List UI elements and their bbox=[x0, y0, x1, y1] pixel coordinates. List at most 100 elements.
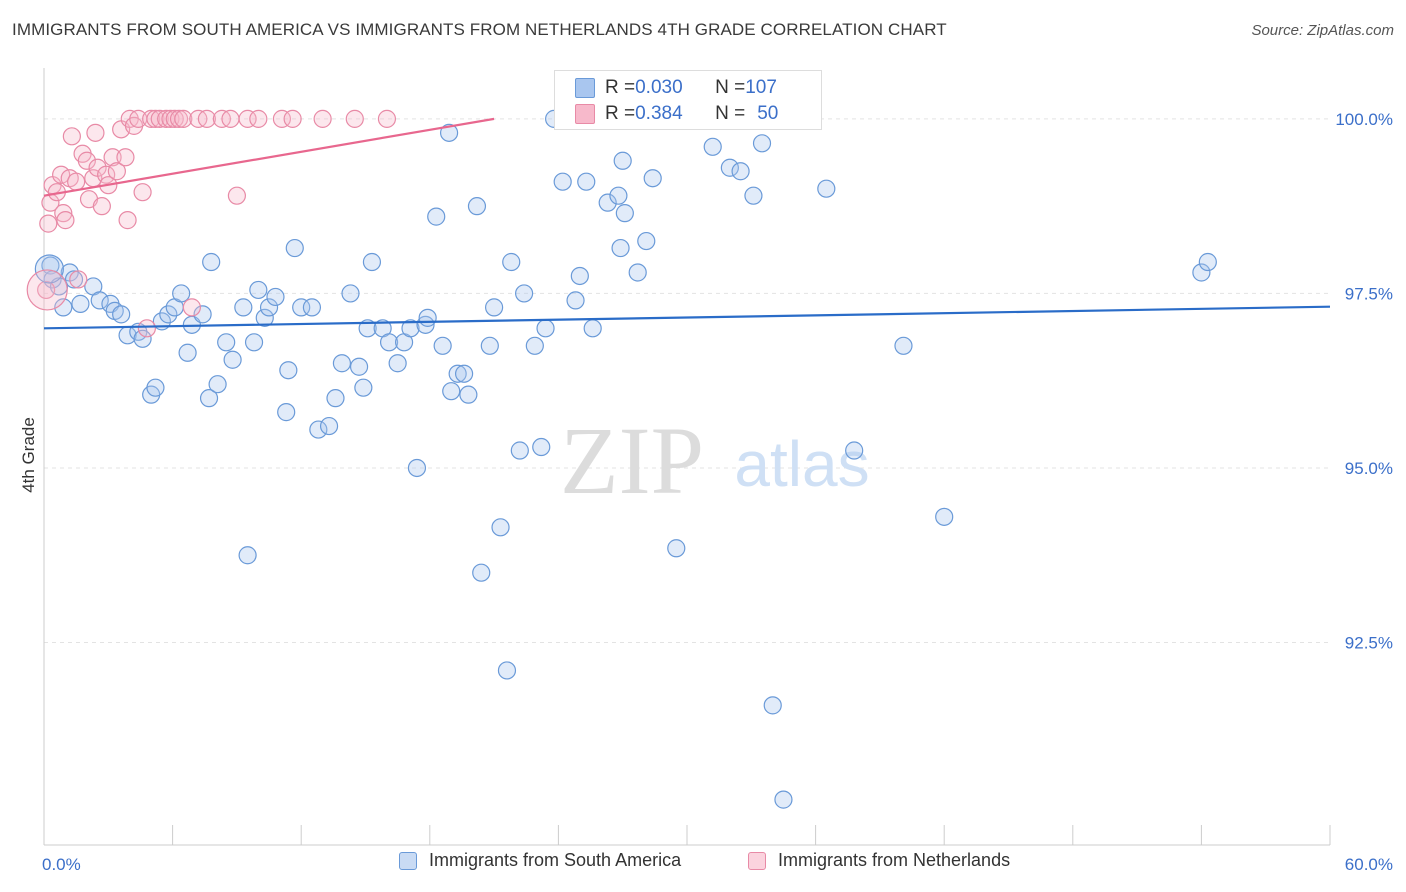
point-south-america bbox=[319, 416, 339, 436]
point-south-america bbox=[480, 336, 499, 355]
stats-r-label: R = bbox=[605, 103, 636, 124]
point-south-america bbox=[570, 266, 589, 286]
point-south-america bbox=[217, 333, 236, 352]
point-netherlands bbox=[283, 109, 302, 128]
point-netherlands bbox=[118, 211, 137, 230]
point-south-america bbox=[266, 287, 285, 307]
point-south-america bbox=[255, 308, 274, 327]
zipatlas-watermark: ZIP atlas bbox=[560, 407, 870, 514]
point-netherlands bbox=[313, 109, 332, 128]
point-south-america bbox=[292, 298, 311, 317]
point-south-america bbox=[615, 204, 634, 223]
point-south-america bbox=[178, 343, 197, 362]
legend-item-south-america[interactable]: Immigrants from South America bbox=[399, 850, 681, 871]
point-south-america bbox=[525, 336, 544, 355]
point-netherlands bbox=[227, 186, 246, 205]
point-south-america bbox=[1198, 252, 1217, 272]
point-south-america bbox=[388, 354, 407, 373]
point-south-america bbox=[613, 151, 632, 170]
point-south-america bbox=[326, 389, 345, 408]
point-south-america bbox=[234, 298, 253, 317]
trend-line-netherlands bbox=[43, 117, 495, 197]
point-south-america bbox=[249, 280, 268, 300]
point-south-america bbox=[894, 336, 913, 355]
point-south-america bbox=[112, 305, 131, 324]
stats-legend: R = 0.030 N = 107 R = 0.384 N = 50 bbox=[554, 70, 822, 130]
stats-r-label: R = bbox=[605, 77, 636, 98]
x-tick-label: 0.0% bbox=[42, 855, 81, 874]
point-netherlands bbox=[54, 204, 73, 223]
point-south-america bbox=[532, 437, 551, 457]
point-south-america bbox=[459, 385, 478, 404]
point-netherlands bbox=[86, 123, 105, 142]
y-tick-label: 95.0% bbox=[1345, 459, 1393, 478]
point-south-america bbox=[354, 378, 373, 397]
point-south-america bbox=[515, 284, 534, 303]
y-tick-label: 100.0% bbox=[1335, 110, 1393, 129]
point-south-america bbox=[332, 354, 352, 373]
point-south-america bbox=[935, 507, 954, 526]
watermark-atlas: atlas bbox=[734, 428, 869, 500]
bottom-legend: Immigrants from South America Immigrants… bbox=[0, 850, 1406, 880]
point-south-america bbox=[763, 696, 782, 715]
point-south-america bbox=[279, 361, 298, 380]
stats-r-value: 0.384 bbox=[635, 103, 683, 124]
point-netherlands bbox=[69, 270, 88, 289]
point-south-america bbox=[309, 420, 328, 439]
stats-n-value: 50 bbox=[757, 103, 779, 124]
point-netherlands bbox=[249, 109, 268, 128]
point-south-america bbox=[302, 298, 322, 317]
point-netherlands-large bbox=[26, 269, 68, 311]
point-south-america bbox=[491, 518, 510, 537]
point-netherlands bbox=[103, 148, 122, 167]
point-south-america bbox=[598, 193, 617, 212]
point-south-america bbox=[193, 305, 212, 324]
watermark-zip: ZIP bbox=[560, 407, 704, 514]
y-tick-labels: 100.0% 97.5% 95.0% 92.5% bbox=[1335, 110, 1393, 653]
point-south-america bbox=[744, 186, 763, 205]
y-axis-label: 4th Grade bbox=[19, 417, 38, 493]
point-south-america bbox=[407, 458, 427, 478]
point-netherlands bbox=[107, 162, 126, 181]
x-tick-label: 60.0% bbox=[1345, 855, 1393, 874]
point-south-america bbox=[208, 375, 227, 394]
stats-r-value: 0.030 bbox=[635, 77, 683, 98]
point-south-america bbox=[349, 357, 369, 376]
point-south-america-large bbox=[34, 254, 64, 284]
point-south-america bbox=[379, 333, 399, 352]
point-south-america bbox=[845, 441, 864, 460]
point-south-america bbox=[752, 134, 772, 153]
point-netherlands bbox=[182, 298, 201, 317]
point-netherlands bbox=[62, 127, 81, 146]
point-south-america bbox=[133, 329, 152, 348]
point-south-america bbox=[427, 207, 446, 226]
point-south-america bbox=[566, 291, 585, 310]
point-netherlands bbox=[92, 197, 111, 216]
trend-lines bbox=[43, 117, 1331, 330]
point-south-america bbox=[223, 350, 242, 369]
point-south-america bbox=[416, 315, 435, 334]
stats-swatch-netherlands bbox=[575, 104, 595, 124]
point-south-america bbox=[244, 333, 264, 352]
stats-n-value: 107 bbox=[745, 77, 777, 98]
point-south-america bbox=[536, 319, 555, 338]
point-south-america bbox=[577, 172, 596, 191]
point-south-america bbox=[146, 378, 165, 397]
legend-label-south-america: Immigrants from South America bbox=[429, 850, 682, 870]
point-south-america bbox=[64, 270, 84, 289]
point-south-america bbox=[485, 298, 504, 317]
point-netherlands bbox=[150, 109, 169, 128]
point-netherlands bbox=[377, 109, 397, 128]
point-south-america bbox=[358, 319, 377, 338]
point-netherlands bbox=[197, 109, 216, 128]
point-south-america bbox=[628, 263, 647, 282]
point-south-america bbox=[467, 197, 487, 216]
point-south-america bbox=[199, 389, 219, 408]
point-south-america bbox=[817, 179, 836, 198]
point-south-america bbox=[442, 382, 461, 401]
legend-item-netherlands[interactable]: Immigrants from Netherlands bbox=[748, 850, 1010, 871]
point-south-america bbox=[439, 123, 459, 142]
point-south-america bbox=[448, 364, 467, 383]
legend-swatch-netherlands bbox=[748, 851, 766, 870]
